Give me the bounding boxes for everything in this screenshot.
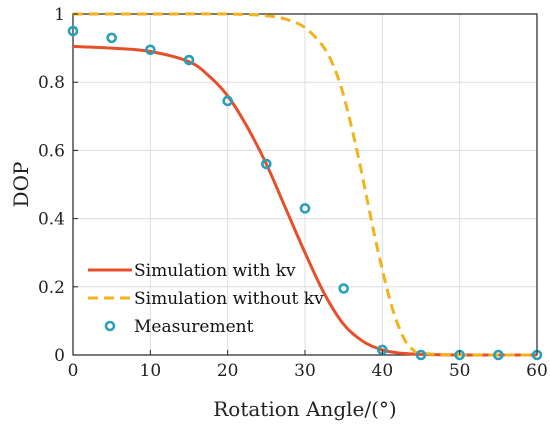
y-tick-label: 0.8 (38, 73, 65, 93)
measurement-point (299, 203, 311, 214)
x-tick-label: 50 (449, 361, 471, 381)
measurement-point (493, 349, 504, 361)
x-tick-label: 30 (294, 361, 316, 381)
series-layer (67, 12, 543, 361)
y-tick-label: 0.2 (38, 278, 65, 298)
x-tick-label: 20 (217, 361, 239, 381)
y-tick-label: 1 (54, 5, 65, 25)
legend-label: Simulation without kv (134, 289, 324, 309)
x-tick-label: 10 (140, 361, 162, 381)
x-tick-label: 0 (68, 361, 79, 381)
x-tick-label: 60 (526, 361, 548, 381)
measurement-point (145, 44, 156, 56)
x-axis-label: Rotation Angle/(°) (213, 397, 396, 421)
measurement-point (67, 25, 79, 37)
series-line-with-kv (72, 44, 537, 357)
legend-marker-measurement (104, 320, 116, 332)
legend: Simulation with kv Simulation without kv M… (88, 261, 324, 337)
y-tick-label: 0.6 (38, 141, 65, 161)
measurement-point (106, 32, 117, 44)
y-axis-label: DOP (9, 162, 33, 208)
legend-label: Measurement (134, 317, 254, 337)
series-line-without-kv (73, 12, 537, 357)
measurement-point (261, 158, 272, 170)
measurement-point (338, 283, 349, 294)
measurement-point (415, 349, 427, 361)
legend-label: Simulation with kv (134, 261, 296, 281)
y-tick-label: 0 (54, 346, 65, 366)
y-axis-ticks: 0 0.2 0.4 0.6 0.8 1 (38, 5, 78, 366)
x-tick-label: 40 (372, 361, 394, 381)
measurement-point (222, 95, 233, 107)
y-tick-label: 0.4 (38, 210, 65, 230)
x-axis-ticks: 0 10 20 30 40 50 60 (68, 350, 548, 381)
measurement-point (183, 54, 195, 66)
